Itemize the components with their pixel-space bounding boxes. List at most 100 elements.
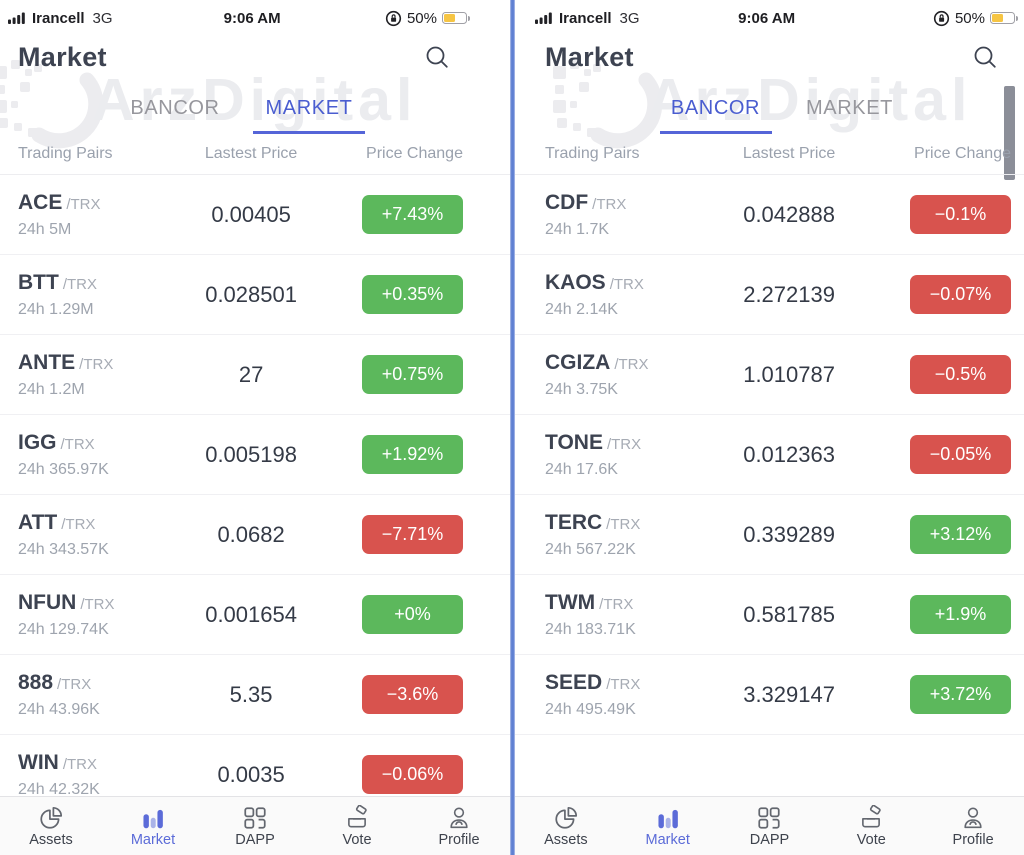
pair-volume: 24h 5M [18, 220, 72, 238]
trading-pair-row[interactable]: NFUN/TRX 24h 129.74K 0.001654 +0% [0, 575, 510, 655]
pair-quote: /TRX [60, 435, 95, 453]
change-cell: −0.06% [322, 755, 463, 794]
search-icon[interactable] [424, 44, 451, 71]
tab-bar-label: Assets [29, 831, 73, 848]
tab-bar-label: DAPP [235, 831, 275, 848]
tab-bar-item-market[interactable]: Market [617, 797, 719, 855]
pair-symbol: ATT [18, 510, 58, 534]
pair-quote: /TRX [614, 355, 649, 373]
tab-bancor[interactable]: BANCOR [130, 97, 220, 119]
pair-cell: CGIZA/TRX 24h 3.75K [545, 351, 715, 399]
latest-price: 5.35 [229, 681, 273, 707]
pair-quote: /TRX [606, 675, 641, 693]
trading-pair-row[interactable]: CDF/TRX 24h 1.7K 0.042888 −0.1% [515, 175, 1024, 255]
pair-volume: 24h 42.32K [18, 780, 100, 798]
table-header: Trading Pairs Lastest Price Price Change [0, 134, 510, 175]
pair-quote: /TRX [62, 755, 97, 773]
search-icon[interactable] [972, 44, 999, 71]
pair-cell: SEED/TRX 24h 495.49K [545, 671, 715, 719]
price-change-badge: −0.05% [910, 435, 1011, 474]
tab-bar-item-profile[interactable]: Profile [408, 797, 510, 855]
tab-bar-label: Market [130, 831, 176, 848]
change-cell: +7.43% [322, 195, 463, 234]
pair-quote: /TRX [606, 515, 641, 533]
tab-bar-item-vote[interactable]: Vote [820, 797, 922, 855]
clock: 9:06 AM [738, 9, 796, 27]
latest-price: 0.00405 [211, 201, 291, 227]
trading-pair-row[interactable]: ANTE/TRX 24h 1.2M 27 +0.75% [0, 335, 510, 415]
pair-volume: 24h 1.29M [18, 300, 94, 318]
pair-cell: WIN/TRX 24h 42.32K [18, 751, 180, 799]
trading-pair-row[interactable]: SEED/TRX 24h 495.49K 3.329147 +3.72% [515, 655, 1024, 735]
pair-quote: /TRX [599, 595, 634, 613]
pair-volume: 24h 1.2M [18, 380, 85, 398]
trading-pair-row[interactable]: TONE/TRX 24h 17.6K 0.012363 −0.05% [515, 415, 1024, 495]
latest-price: 0.339289 [743, 521, 835, 547]
pair-cell: IGG/TRX 24h 365.97K [18, 431, 180, 479]
tab-bar-label: Profile [952, 831, 994, 848]
price-change-badge: −7.71% [361, 515, 463, 554]
page-header: Market [0, 32, 510, 82]
pair-cell: NFUN/TRX 24h 129.74K [18, 591, 180, 639]
status-right: 50% [933, 10, 1018, 27]
trading-pair-row[interactable]: ATT/TRX 24h 343.57K 0.0682 −7.71% [0, 495, 510, 575]
pair-cell: 888/TRX 24h 43.96K [18, 671, 180, 719]
tab-bar-item-assets[interactable]: Assets [515, 797, 617, 855]
trading-pair-row[interactable]: TWM/TRX 24h 183.71K 0.581785 +1.9% [515, 575, 1024, 655]
pie-chart-icon [553, 805, 579, 831]
table-header: Trading Pairs Lastest Price Price Change [515, 134, 1024, 175]
pair-symbol: ANTE [18, 350, 76, 374]
pair-symbol: TWM [545, 590, 596, 614]
tab-bancor[interactable]: BANCOR [659, 90, 772, 134]
trading-pair-row[interactable]: TERC/TRX 24h 567.22K 0.339289 +3.12% [515, 495, 1024, 575]
column-header: Lastest Price [204, 145, 298, 162]
battery-icon [442, 12, 470, 24]
pair-volume: 24h 17.6K [545, 460, 618, 478]
pair-symbol: BTT [18, 270, 59, 294]
tab-market[interactable]: MARKET [253, 90, 365, 134]
trading-pair-row[interactable]: KAOS/TRX 24h 2.14K 2.272139 −0.07% [515, 255, 1024, 335]
latest-price: 3.329147 [743, 681, 835, 707]
latest-price: 0.001654 [205, 601, 297, 627]
column-header: Price Change [366, 145, 463, 162]
column-header: Trading Pairs [545, 145, 640, 162]
market-tabs: BANCOR MARKET [0, 90, 497, 134]
pair-volume: 24h 2.14K [545, 300, 618, 318]
trading-pair-row[interactable]: BTT/TRX 24h 1.29M 0.028501 +0.35% [0, 255, 510, 335]
pair-symbol: 888 [18, 670, 54, 694]
carrier-label: Irancell [32, 9, 85, 27]
tab-bar-item-vote[interactable]: Vote [306, 797, 408, 855]
tab-bar-item-dapp[interactable]: DAPP [719, 797, 821, 855]
tab-bar: Assets Market DAPP Vote Profile [0, 796, 510, 855]
tab-bar-item-dapp[interactable]: DAPP [204, 797, 306, 855]
page-header: Market [515, 32, 1024, 82]
change-cell: +1.9% [863, 595, 1011, 634]
price-change-badge: −0.06% [361, 755, 463, 794]
trading-pair-row[interactable]: ACE/TRX 24h 5M 0.00405 +7.43% [0, 175, 510, 255]
person-icon [960, 805, 986, 831]
pair-cell: ANTE/TRX 24h 1.2M [18, 351, 180, 399]
change-cell: −0.5% [863, 355, 1011, 394]
change-cell: +0.75% [322, 355, 463, 394]
tab-bar-item-assets[interactable]: Assets [0, 797, 102, 855]
latest-price: 1.010787 [743, 361, 835, 387]
signal-bars-icon [8, 12, 27, 24]
status-left: Irancell 3G [8, 10, 113, 27]
trading-pair-row[interactable]: 888/TRX 24h 43.96K 5.35 −3.6% [0, 655, 510, 735]
tab-bar-item-profile[interactable]: Profile [922, 797, 1024, 855]
pair-cell: TERC/TRX 24h 567.22K [545, 511, 715, 559]
tab-market[interactable]: MARKET [806, 97, 893, 119]
pair-volume: 24h 43.96K [18, 700, 100, 718]
pair-quote: /TRX [592, 195, 627, 213]
phone-screenshot: Irancell 3G 9:06 AM 50% [0, 0, 510, 855]
price-change-badge: −0.5% [910, 355, 1011, 394]
pair-symbol: IGG [18, 430, 57, 454]
tab-bar-item-market[interactable]: Market [102, 797, 204, 855]
tab-bar-label: DAPP [749, 831, 790, 848]
trading-pair-row[interactable]: IGG/TRX 24h 365.97K 0.005198 +1.92% [0, 415, 510, 495]
trading-pair-row[interactable]: CGIZA/TRX 24h 3.75K 1.010787 −0.5% [515, 335, 1024, 415]
ballot-box-icon [344, 804, 370, 831]
pairs-list: CDF/TRX 24h 1.7K 0.042888 −0.1% KAOS/TRX 24h … [515, 175, 1024, 735]
pair-volume: 24h 343.57K [18, 540, 109, 558]
orientation-lock-icon [933, 10, 950, 27]
